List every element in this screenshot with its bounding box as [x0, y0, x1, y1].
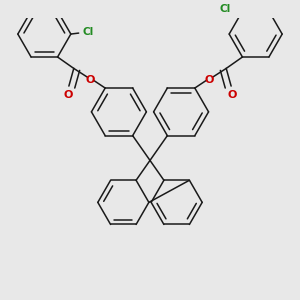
Text: O: O: [86, 75, 95, 85]
Text: O: O: [205, 75, 214, 85]
Text: O: O: [63, 90, 73, 100]
Text: Cl: Cl: [82, 27, 94, 37]
Text: O: O: [227, 90, 237, 100]
Text: Cl: Cl: [219, 4, 231, 14]
